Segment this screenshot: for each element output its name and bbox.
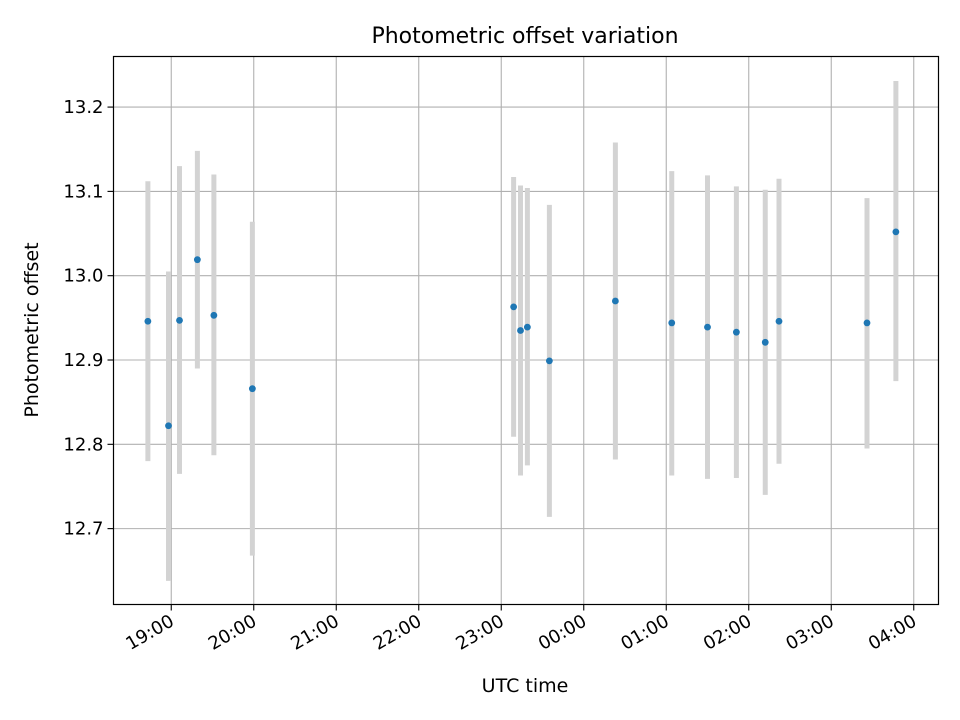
plot-frame (112, 55, 940, 606)
data-point (517, 327, 524, 334)
data-point (510, 303, 518, 311)
y-tick-label: 13.0 (63, 266, 103, 287)
data-point (545, 357, 553, 365)
data-point (248, 385, 256, 393)
data-point (775, 317, 783, 325)
y-axis-label: Photometric offset (21, 242, 43, 417)
data-point (704, 323, 711, 331)
data-point (732, 328, 740, 336)
data-point (193, 256, 201, 264)
data-point (863, 319, 871, 327)
y-tick-label: 12.8 (63, 434, 103, 455)
data-point (892, 228, 900, 236)
data-point (611, 297, 619, 305)
data-point (210, 311, 218, 319)
data-point (144, 317, 152, 325)
data-points (144, 228, 900, 430)
y-axis: 12.7 12.8 12.9 13.0 13.1 13.2 (63, 97, 114, 540)
data-point (761, 338, 769, 346)
data-point (668, 319, 676, 327)
data-point (523, 323, 531, 331)
chart-title: Photometric offset variation (371, 24, 678, 49)
data-point (165, 422, 172, 430)
y-tick-label: 12.9 (63, 350, 103, 371)
y-tick-label: 12.7 (63, 519, 103, 540)
y-tick-label: 13.2 (63, 97, 103, 118)
data-point (176, 316, 183, 324)
x-axis-label: UTC time (482, 675, 569, 697)
y-tick-label: 13.1 (63, 181, 103, 202)
